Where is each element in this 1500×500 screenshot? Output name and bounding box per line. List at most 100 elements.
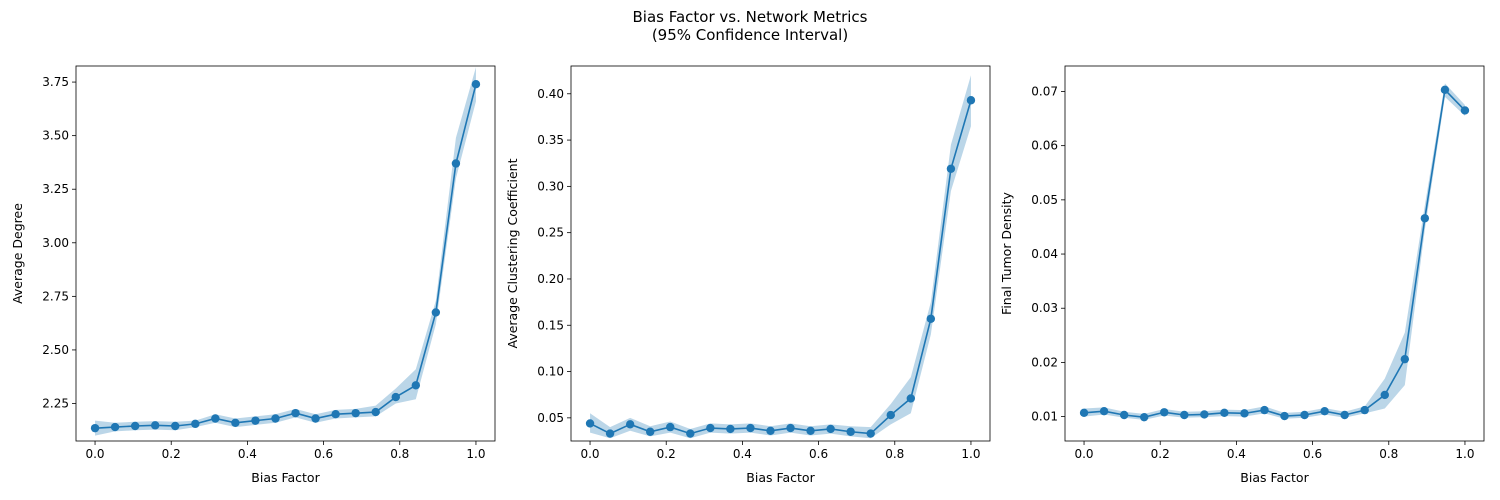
data-point <box>171 421 180 431</box>
x-tick-label: 0.2 <box>162 447 181 461</box>
axes-frame <box>570 65 991 442</box>
data-point <box>926 314 936 323</box>
data-point <box>1340 410 1349 420</box>
data-point <box>686 429 695 438</box>
data-point <box>1380 390 1389 400</box>
x-axis-label: Bias Factor <box>1240 470 1309 485</box>
figure-title: Bias Factor vs. Network Metrics (95% Con… <box>632 8 868 44</box>
data-point <box>866 429 875 438</box>
series-line <box>589 100 972 435</box>
y-tick-label: 0.30 <box>537 179 564 193</box>
y-tick-label: 0.07 <box>1031 84 1058 98</box>
data-point <box>1440 85 1450 95</box>
x-tick-label: 1.0 <box>466 447 485 461</box>
data-point <box>451 159 461 168</box>
data-point <box>726 424 735 434</box>
data-point <box>966 96 976 105</box>
data-point <box>886 410 895 420</box>
data-point <box>1460 106 1470 115</box>
x-tick-label: 0.4 <box>733 447 752 461</box>
y-tick-label: 3.50 <box>42 129 69 143</box>
data-point <box>431 308 441 317</box>
x-axis-label: Bias Factor <box>251 470 320 485</box>
series-line <box>95 84 477 429</box>
data-point <box>90 423 100 433</box>
data-point <box>1079 408 1089 418</box>
data-point <box>666 422 675 432</box>
data-point <box>211 414 220 423</box>
x-tick-label: 0.0 <box>1074 447 1093 461</box>
y-axis-label: Average Degree <box>10 203 25 304</box>
subplot-2: 0.0 0.2 0.4 0.6 0.8 1.0 0.05 0.10 0.15 0.20 0.25 0.… <box>505 65 991 485</box>
data-point <box>1280 411 1289 421</box>
x-tick-label: 0.6 <box>1303 447 1322 461</box>
data-point <box>271 414 280 423</box>
y-tick-label: 0.03 <box>1031 301 1058 315</box>
x-tick-label: 0.4 <box>238 447 257 461</box>
x-tick-label: 1.0 <box>1455 447 1474 461</box>
y-tick-label: 0.35 <box>537 133 564 147</box>
data-point <box>371 407 380 417</box>
data-point <box>1160 408 1169 417</box>
data-point <box>1139 412 1149 422</box>
data-point <box>585 419 595 428</box>
data-point <box>331 410 340 419</box>
data-point <box>645 427 655 436</box>
x-axis-label: Bias Factor <box>746 470 815 485</box>
data-point <box>1260 405 1269 415</box>
x-tick-label: 0.2 <box>657 447 676 461</box>
x-tick-label: 0.8 <box>390 447 409 461</box>
ci-band <box>95 67 476 436</box>
data-point <box>311 414 320 423</box>
subplot-3: 0.0 0.2 0.4 0.6 0.8 1.0 0.01 0.02 0.03 0.04 0.05 0.… <box>999 65 1485 485</box>
data-point <box>1200 410 1209 419</box>
axes-frame <box>1064 65 1485 442</box>
x-tick-label: 0.6 <box>809 447 828 461</box>
data-point <box>605 429 615 438</box>
y-tick-label: 0.05 <box>537 411 564 425</box>
data-point <box>1400 354 1410 364</box>
data-point <box>786 423 795 433</box>
data-point <box>766 426 775 436</box>
data-point <box>251 416 260 425</box>
y-tick-label: 0.05 <box>1031 193 1058 207</box>
data-point <box>826 424 835 434</box>
y-tick-label: 0.02 <box>1031 355 1058 369</box>
x-tick-label: 0.0 <box>580 447 599 461</box>
x-tick-label: 0.8 <box>1379 447 1398 461</box>
series-line <box>1083 88 1466 418</box>
data-point <box>150 421 160 430</box>
data-point <box>351 408 360 418</box>
data-point <box>411 381 421 390</box>
data-point <box>1180 410 1189 420</box>
y-tick-label: 0.40 <box>537 87 564 101</box>
data-point <box>391 392 400 402</box>
y-tick-label: 0.15 <box>537 318 564 332</box>
data-point <box>906 394 916 403</box>
y-tick-label: 0.04 <box>1031 247 1058 261</box>
data-point <box>1220 408 1229 418</box>
axes-frame <box>75 65 496 442</box>
subplot-1: 0.0 0.2 0.4 0.6 0.8 1.0 2.25 2.50 2.75 3.00 3.25 3.… <box>10 65 496 485</box>
data-point <box>746 423 755 433</box>
data-point <box>1300 410 1309 420</box>
data-point <box>946 164 956 173</box>
ci-band <box>1084 83 1465 420</box>
x-tick-label: 0.8 <box>885 447 904 461</box>
y-tick-label: 3.25 <box>42 182 69 196</box>
y-axis-label: Final Tumor Density <box>999 191 1014 315</box>
data-point <box>1119 410 1129 420</box>
data-point <box>191 419 200 429</box>
data-point <box>625 420 635 429</box>
data-point <box>1240 409 1249 418</box>
data-point <box>130 421 140 431</box>
data-point <box>471 80 481 89</box>
data-point <box>1099 407 1109 416</box>
data-point <box>1360 405 1369 415</box>
data-point <box>846 427 855 436</box>
y-tick-label: 0.06 <box>1031 139 1058 153</box>
y-tick-label: 3.00 <box>42 236 69 250</box>
data-point <box>706 423 715 433</box>
data-point <box>1420 214 1430 223</box>
